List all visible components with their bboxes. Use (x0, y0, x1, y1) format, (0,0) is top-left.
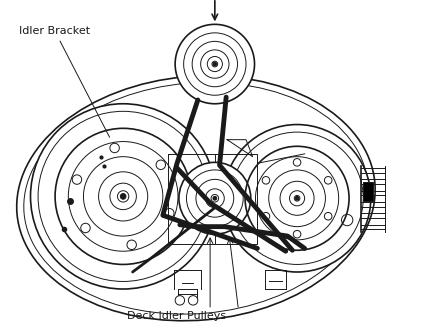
Circle shape (175, 24, 254, 104)
Circle shape (213, 197, 217, 200)
Circle shape (192, 42, 237, 87)
Circle shape (179, 162, 251, 234)
Circle shape (196, 179, 234, 217)
Text: Idler Bracket: Idler Bracket (19, 26, 109, 137)
Circle shape (213, 62, 217, 66)
Ellipse shape (17, 76, 375, 321)
Circle shape (205, 189, 224, 208)
Circle shape (201, 50, 229, 78)
Circle shape (187, 170, 243, 227)
Circle shape (184, 33, 246, 95)
Circle shape (175, 295, 184, 305)
Circle shape (207, 56, 223, 72)
Circle shape (120, 194, 126, 199)
Circle shape (212, 61, 218, 67)
Circle shape (188, 295, 198, 305)
Circle shape (31, 104, 216, 289)
Bar (363, 182, 373, 201)
Circle shape (295, 197, 299, 200)
Circle shape (211, 195, 219, 202)
Text: Deck Idler Pulleys: Deck Idler Pulleys (128, 311, 226, 321)
Circle shape (223, 124, 371, 272)
